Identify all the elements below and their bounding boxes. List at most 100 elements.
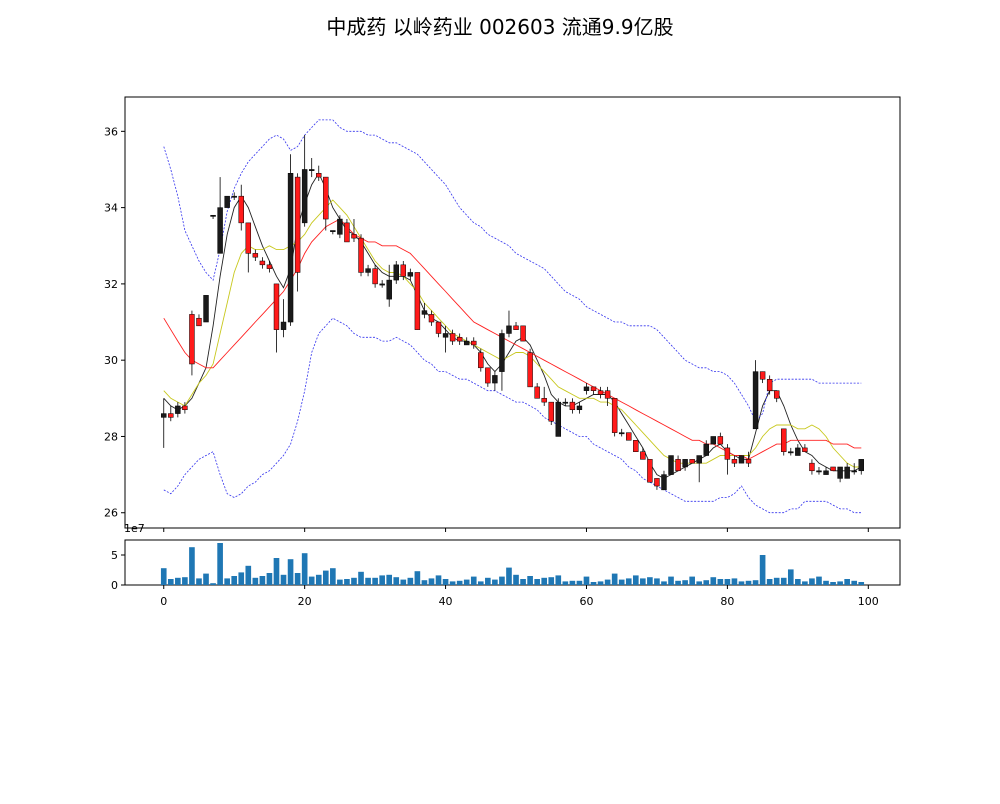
volume-bar bbox=[717, 579, 724, 585]
volume-bar bbox=[435, 575, 442, 585]
candle-body bbox=[844, 466, 850, 479]
candle-body bbox=[668, 455, 674, 475]
candle-body bbox=[259, 260, 266, 266]
candle-body bbox=[633, 440, 639, 452]
volume-bar bbox=[477, 581, 484, 585]
volume-bar bbox=[647, 577, 653, 585]
volume-bar bbox=[787, 569, 794, 585]
volume-bar bbox=[330, 568, 336, 585]
volume-bar bbox=[301, 553, 308, 585]
candle-body bbox=[611, 398, 618, 433]
candle-body bbox=[759, 371, 766, 380]
candle-body bbox=[738, 455, 745, 464]
volume-bar bbox=[816, 576, 822, 585]
candle-body bbox=[266, 264, 273, 269]
volume-bar bbox=[442, 579, 449, 585]
candle-body bbox=[189, 314, 195, 365]
candle-body bbox=[428, 314, 435, 323]
volume-bar bbox=[562, 581, 569, 585]
candle-body bbox=[548, 401, 554, 422]
volume-bar bbox=[590, 582, 597, 585]
volume-bar bbox=[393, 577, 400, 585]
price-tick-label: 34 bbox=[104, 202, 118, 215]
candle-body bbox=[344, 222, 350, 243]
candle-body bbox=[435, 321, 442, 334]
candle-body bbox=[224, 195, 230, 208]
volume-bar bbox=[576, 580, 583, 585]
volume-bar bbox=[541, 577, 548, 585]
candle-body bbox=[703, 443, 709, 456]
candle-body bbox=[802, 447, 808, 452]
volume-bar bbox=[738, 581, 745, 585]
volume-bar bbox=[731, 578, 738, 585]
candle-body bbox=[618, 432, 625, 435]
volume-bar bbox=[830, 582, 836, 585]
candle-body bbox=[534, 386, 540, 399]
volume-bar bbox=[513, 574, 519, 585]
volume-bar bbox=[583, 576, 590, 585]
candle-body bbox=[273, 283, 280, 330]
volume-bar bbox=[379, 575, 385, 585]
volume-bar bbox=[463, 579, 470, 585]
candle-body bbox=[816, 470, 822, 473]
candle-body bbox=[245, 222, 252, 254]
candle-body bbox=[640, 451, 646, 460]
candle-body bbox=[161, 413, 167, 418]
price-tick-label: 30 bbox=[104, 354, 118, 367]
candle-body bbox=[372, 268, 378, 285]
candle-body bbox=[407, 272, 414, 277]
candle-body bbox=[316, 173, 322, 178]
volume-tick-label: 0 bbox=[111, 579, 118, 592]
price-frame bbox=[124, 96, 901, 529]
volume-bar bbox=[372, 577, 378, 585]
candle-body bbox=[696, 455, 702, 464]
volume-bar bbox=[858, 582, 865, 585]
candle-body bbox=[196, 317, 202, 327]
candle-body bbox=[788, 451, 794, 454]
candle-body bbox=[562, 401, 569, 404]
candle-body bbox=[280, 321, 287, 330]
candle-body bbox=[358, 237, 364, 273]
candle-body bbox=[386, 279, 392, 300]
volume-bar bbox=[611, 573, 618, 585]
volume-bar bbox=[308, 576, 315, 585]
candle-body bbox=[837, 466, 843, 479]
volume-bar bbox=[499, 576, 505, 585]
volume-bar bbox=[182, 577, 188, 585]
candle-body bbox=[576, 405, 583, 411]
volume-bar bbox=[485, 577, 491, 585]
volume-bar bbox=[351, 577, 357, 585]
volume-bar bbox=[456, 580, 463, 585]
volume-bar bbox=[675, 580, 681, 585]
volume-bar bbox=[266, 573, 273, 585]
candle-body bbox=[294, 176, 301, 273]
volume-bar bbox=[252, 577, 259, 585]
candle-body bbox=[442, 333, 449, 338]
candle-body bbox=[379, 283, 385, 286]
candle-body bbox=[365, 268, 371, 273]
volume-bar bbox=[294, 573, 301, 585]
volume-bar bbox=[210, 583, 216, 585]
volume-bar bbox=[322, 570, 329, 585]
x-tick-label: 60 bbox=[579, 595, 593, 608]
volume-bar bbox=[837, 581, 843, 585]
volume-bar bbox=[315, 574, 322, 585]
candle-body bbox=[217, 207, 223, 254]
volume-bar bbox=[710, 577, 717, 585]
volume-bar bbox=[245, 565, 252, 585]
candle-body bbox=[337, 218, 343, 235]
candle-body bbox=[421, 310, 428, 315]
volume-bar bbox=[668, 576, 674, 585]
candle-body bbox=[499, 333, 505, 372]
candle-body bbox=[308, 169, 315, 171]
volume-offset-label: 1e7 bbox=[124, 522, 145, 535]
volume-bar bbox=[780, 577, 787, 585]
series-line bbox=[163, 172, 862, 479]
volume-bar bbox=[238, 572, 245, 585]
volume-bar bbox=[766, 579, 773, 585]
candle-body bbox=[456, 337, 463, 342]
volume-bar bbox=[604, 579, 611, 585]
candle-body bbox=[682, 459, 688, 468]
